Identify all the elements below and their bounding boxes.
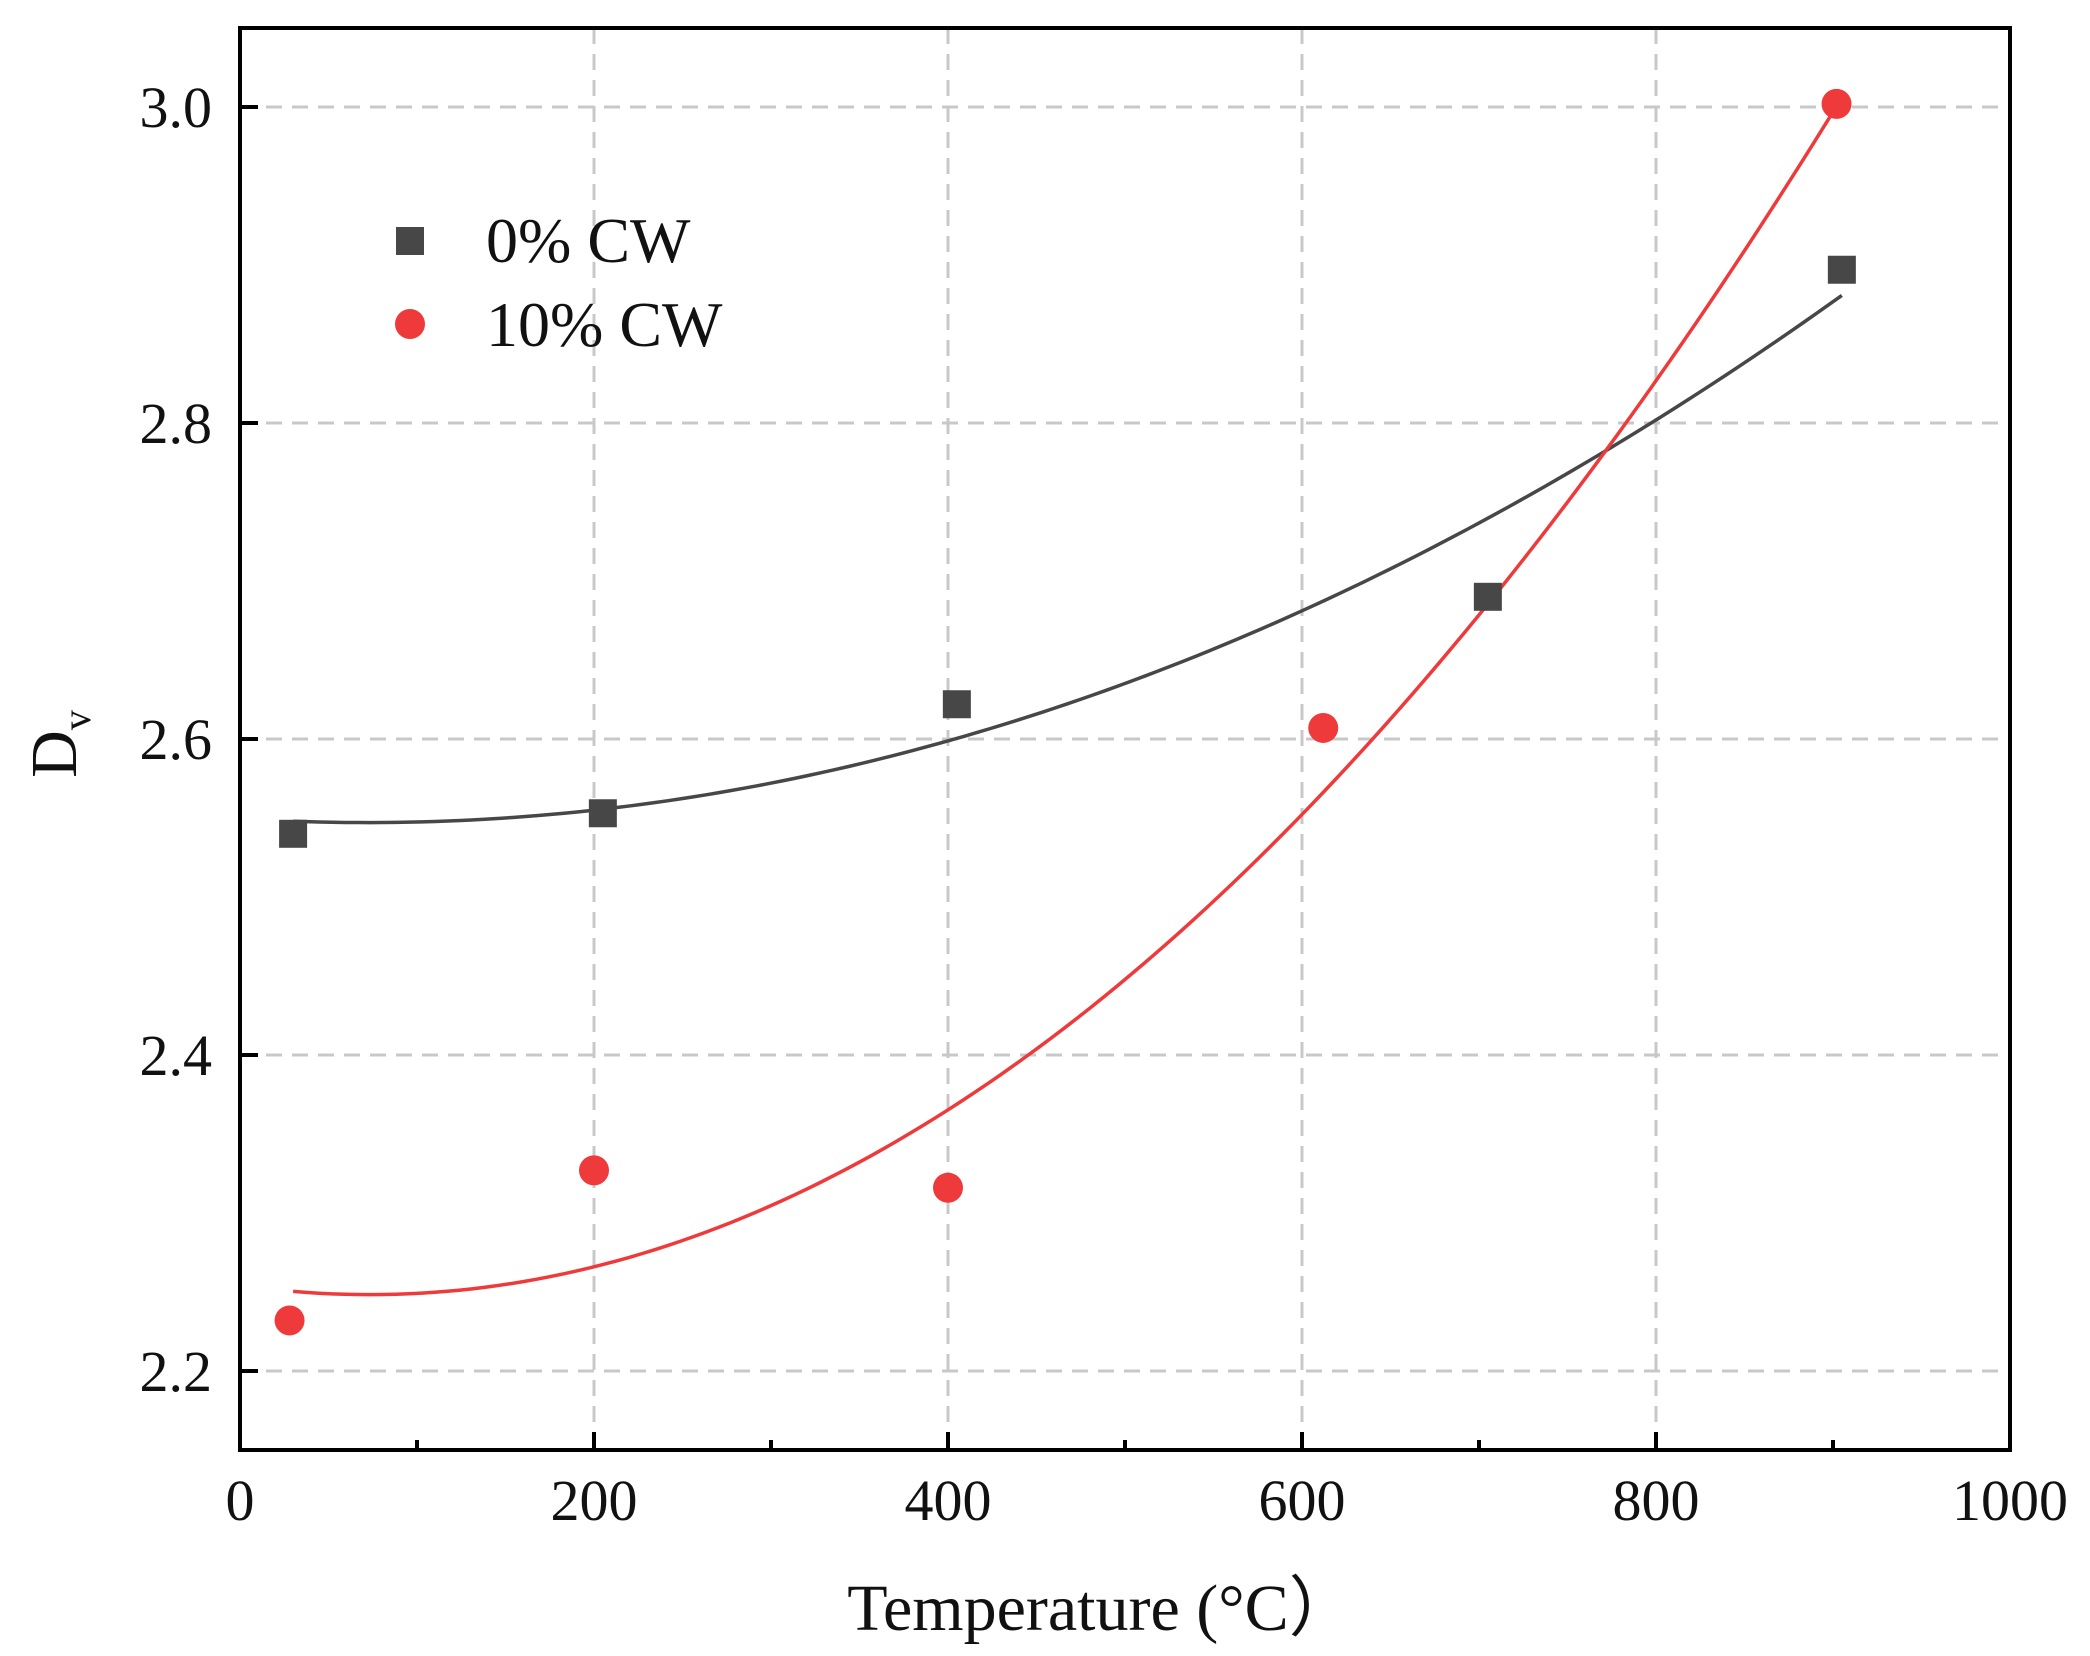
x-tick-label: 800 [1613, 1468, 1700, 1533]
y-tick-label: 2.6 [140, 707, 213, 772]
legend-marker-square [396, 227, 424, 255]
y-axis-title-main: D [18, 730, 91, 778]
y-axis-title-subscript: v [54, 710, 99, 730]
y-tick-label: 2.4 [140, 1023, 213, 1088]
point-series-1 [1308, 712, 1339, 743]
fit-curves [292, 105, 1843, 1297]
point-series-0 [942, 690, 971, 719]
x-tick-label: 400 [905, 1468, 992, 1533]
point-series-1 [933, 1172, 963, 1203]
point-series-1 [579, 1155, 609, 1186]
x-tick-label: 600 [1259, 1468, 1346, 1533]
legend-label-1: 10% CW [486, 289, 723, 360]
fit-curve-series-0 [293, 293, 1843, 825]
tick-labels: 0 200 400 600 800 1000 2.2 2.4 2.6 2.8 3.0 [140, 75, 2069, 1533]
point-series-0 [588, 799, 617, 828]
y-tick-label: 3.0 [140, 75, 213, 140]
legend: 0% CW 10% CW [395, 205, 723, 360]
x-tick-label: 0 [226, 1468, 255, 1533]
legend-marker-circle [395, 309, 425, 339]
y-tick-label: 2.8 [140, 391, 213, 456]
point-series-1 [274, 1305, 305, 1336]
fit-curve-series-1 [292, 105, 1839, 1297]
grid-lines [240, 28, 2010, 1450]
point-series-0 [1473, 582, 1502, 611]
x-axis-title: Temperature (°C） [847, 1572, 1354, 1645]
y-tick-label: 2.2 [140, 1339, 213, 1404]
y-axis-title: Dv [18, 710, 99, 778]
x-tick-label: 200 [551, 1468, 638, 1533]
data-points [274, 88, 1856, 1336]
svg-text:Dv: Dv [18, 710, 99, 778]
point-series-1 [1821, 88, 1852, 119]
point-series-0 [1827, 255, 1856, 284]
axis-ticks [238, 105, 2012, 1450]
x-tick-label: 1000 [1952, 1468, 2068, 1533]
point-series-0 [279, 819, 308, 848]
legend-label-0: 0% CW [486, 205, 691, 276]
